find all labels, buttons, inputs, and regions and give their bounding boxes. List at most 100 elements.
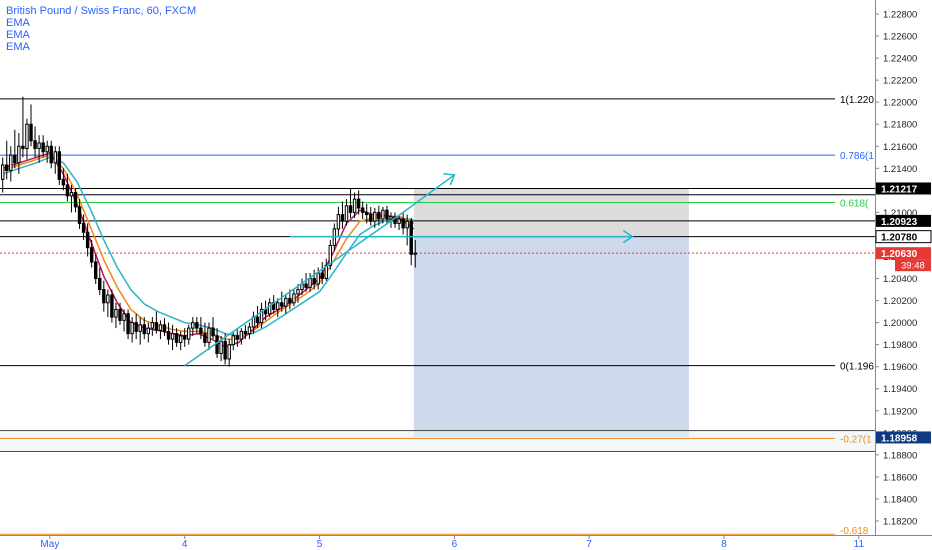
candle-body: [340, 214, 345, 222]
fib-level-label: 0(1.196: [840, 362, 874, 373]
candle-body: [49, 145, 53, 164]
candle-body: [211, 327, 215, 337]
time-tick-label: 7: [586, 539, 592, 550]
indicator-ema-2[interactable]: EMA: [6, 29, 30, 41]
candle-body: [53, 151, 57, 164]
indicator-ema-3[interactable]: EMA: [6, 41, 30, 53]
fib-level-label: 0.786(1: [840, 151, 874, 162]
candle-body: [352, 198, 357, 213]
support-band: [0, 430, 875, 452]
candle-body: [162, 324, 167, 332]
symbol-title[interactable]: British Pound / Swiss Franc, 60, FXCM: [6, 5, 197, 17]
candle-body: [381, 209, 385, 220]
candle-body: [25, 123, 29, 149]
candle-body: [223, 340, 227, 360]
candle-body: [227, 344, 231, 360]
price-tick-label: 1.22000: [883, 98, 917, 109]
candle-body: [69, 192, 74, 197]
candle-body: [300, 283, 304, 291]
take-profit-zone: [413, 236, 689, 438]
candle-body: [29, 123, 33, 142]
price-tick-label: 1.18400: [883, 494, 917, 505]
candle-body: [401, 218, 405, 229]
horizontal-arrow-head: [622, 230, 634, 244]
candle-body: [138, 324, 142, 332]
price-tag: [875, 230, 932, 244]
candle-body: [61, 178, 66, 186]
time-tick-label: 4: [182, 539, 188, 550]
countdown-tag: [895, 259, 931, 272]
trend-arrow-head: [443, 173, 456, 186]
time-tick-label: 5: [317, 539, 323, 550]
price-axis-panel: [875, 0, 932, 550]
candle-body: [114, 308, 118, 318]
candle-body: [393, 216, 397, 224]
candle-body: [65, 184, 70, 197]
candle-body: [356, 198, 361, 209]
candle-body: [154, 322, 159, 331]
candle-body: [247, 326, 252, 335]
candle-body: [170, 333, 175, 340]
candle-body: [146, 327, 151, 335]
candle-body: [85, 231, 90, 249]
candle-body: [37, 142, 41, 149]
candle-body: [316, 272, 320, 285]
price-tick-label: 1.22200: [883, 76, 917, 87]
price-tick-label: 1.20000: [883, 318, 917, 329]
candle-body: [191, 322, 195, 329]
candle-body: [255, 316, 260, 324]
candle-body: [336, 214, 341, 230]
candle-body: [89, 247, 94, 263]
candle-body: [187, 327, 191, 340]
price-tick-label: 1.19400: [883, 384, 917, 395]
candle-body: [33, 140, 37, 149]
time-tick-label: 11: [854, 539, 865, 550]
candle-body: [377, 211, 381, 220]
price-tag-label: 1.20630: [881, 249, 918, 260]
candle-body: [174, 333, 179, 343]
candle-body: [126, 313, 130, 335]
candle-body: [178, 335, 183, 343]
candle-body: [94, 261, 98, 280]
price-tag: [876, 431, 931, 444]
price-tick-label: 1.18600: [883, 472, 917, 483]
fib-level-label: 0.618(: [840, 198, 869, 209]
candle-body: [9, 154, 13, 172]
candle-body: [276, 302, 280, 310]
candle-body: [106, 294, 110, 304]
candle-body: [203, 333, 207, 343]
candle-body: [304, 283, 308, 288]
candle-body: [195, 322, 199, 329]
candle-body: [267, 302, 272, 315]
time-tick-label: May: [40, 539, 59, 550]
candle-body: [182, 335, 187, 340]
candle-body: [166, 330, 171, 340]
countdown-label: 39:48: [901, 261, 925, 272]
fib-level-label: 1(1.220: [840, 95, 874, 106]
candle-body: [235, 335, 240, 340]
price-tick-label: 1.22800: [883, 10, 917, 21]
price-tick-label: 1.22600: [883, 32, 917, 43]
stop-loss-zone: [413, 188, 689, 237]
price-tick-label: 1.20200: [883, 296, 917, 307]
candle-body: [81, 222, 86, 233]
candle-body: [324, 264, 328, 280]
candle-body: [77, 206, 82, 224]
price-tag: [876, 247, 931, 260]
price-tick-label: 1.19800: [883, 340, 917, 351]
price-tick-label: 1.21400: [883, 164, 917, 175]
price-tick-label: 1.21600: [883, 142, 917, 153]
fib-level-label: -0.27(1: [840, 434, 872, 445]
price-tick-label: 1.21000: [883, 208, 917, 219]
candle-body: [0, 164, 5, 180]
candle-body: [373, 211, 377, 222]
price-tag-label: 1.20923: [881, 217, 918, 228]
candle-body: [17, 145, 21, 164]
indicator-ema-1[interactable]: EMA: [6, 17, 30, 29]
price-tag: [876, 182, 931, 195]
candle-body: [397, 218, 401, 224]
candle-body: [405, 220, 409, 229]
candle-body: [21, 145, 25, 149]
